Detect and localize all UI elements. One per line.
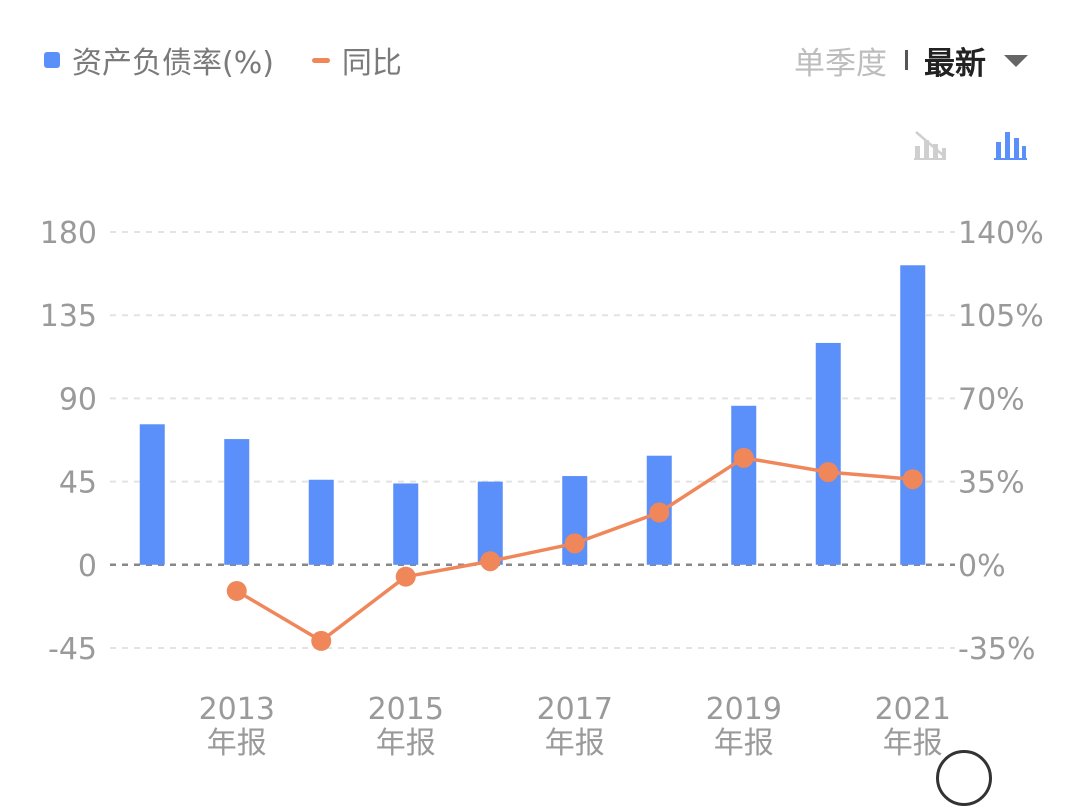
period-option-quarterly[interactable]: 单季度 — [794, 45, 887, 82]
bar-chart-icon[interactable] — [992, 126, 1028, 162]
y-left-tick-label: 45 — [59, 466, 97, 501]
y-right-tick-label: 0% — [958, 549, 1006, 584]
x-tick-label-suffix: 年报 — [883, 726, 943, 761]
bar — [900, 265, 926, 565]
yoy-point — [649, 502, 670, 523]
x-tick-label-suffix: 年报 — [714, 726, 774, 761]
x-tick-label-year: 2021 — [875, 692, 951, 727]
line-chart-off-icon[interactable] — [912, 126, 948, 162]
bar — [224, 439, 250, 565]
y-right-tick-label: 105% — [958, 299, 1044, 334]
y-right-tick-label: 35% — [958, 466, 1025, 501]
period-option-latest[interactable]: 最新 — [924, 45, 986, 82]
yoy-point — [311, 630, 332, 651]
x-tick-label-year: 2013 — [199, 692, 275, 727]
y-left-tick-label: 180 — [40, 216, 97, 251]
chart-legend: 资产负债率(%) 同比 — [44, 38, 440, 82]
yoy-point — [818, 462, 839, 483]
x-tick-label-year: 2019 — [706, 692, 782, 727]
yoy-point — [902, 469, 923, 490]
bar — [731, 405, 757, 565]
yoy-point — [733, 447, 754, 468]
legend-label-yoy: 同比 — [341, 46, 402, 81]
x-tick-label-suffix: 年报 — [376, 726, 436, 761]
x-tick-label-suffix: 年报 — [545, 726, 605, 761]
y-left-tick-label: 0 — [78, 549, 97, 584]
yoy-point — [480, 551, 501, 572]
bar — [477, 481, 503, 565]
bar — [393, 483, 419, 565]
yoy-point — [226, 580, 247, 601]
y-right-tick-label: 70% — [958, 382, 1025, 417]
legend-item-yoy[interactable]: 同比 — [311, 38, 402, 82]
y-right-tick-label: 140% — [958, 216, 1044, 251]
legend-swatch-bar — [44, 52, 60, 68]
x-tick-label-suffix: 年报 — [207, 726, 267, 761]
y-right-tick-label: -35% — [958, 632, 1036, 667]
y-left-tick-label: -45 — [48, 632, 97, 667]
legend-swatch-line — [311, 57, 330, 63]
y-left-tick-label: 90 — [59, 382, 97, 417]
x-tick-label-year: 2017 — [537, 692, 613, 727]
yoy-point — [564, 533, 585, 554]
period-divider — [905, 50, 908, 70]
period-switch: 单季度 最新 — [794, 38, 1028, 82]
bar — [815, 342, 841, 565]
bar — [139, 424, 165, 565]
legend-label-debt-ratio: 资产负债率(%) — [72, 46, 274, 81]
floating-circle-button[interactable] — [936, 750, 992, 806]
legend-item-debt-ratio[interactable]: 资产负债率(%) — [44, 38, 274, 82]
chevron-down-icon[interactable] — [1004, 55, 1028, 67]
x-tick-label-year: 2015 — [368, 692, 444, 727]
yoy-point — [395, 566, 416, 587]
y-left-tick-label: 135 — [40, 299, 97, 334]
bar — [308, 479, 334, 565]
